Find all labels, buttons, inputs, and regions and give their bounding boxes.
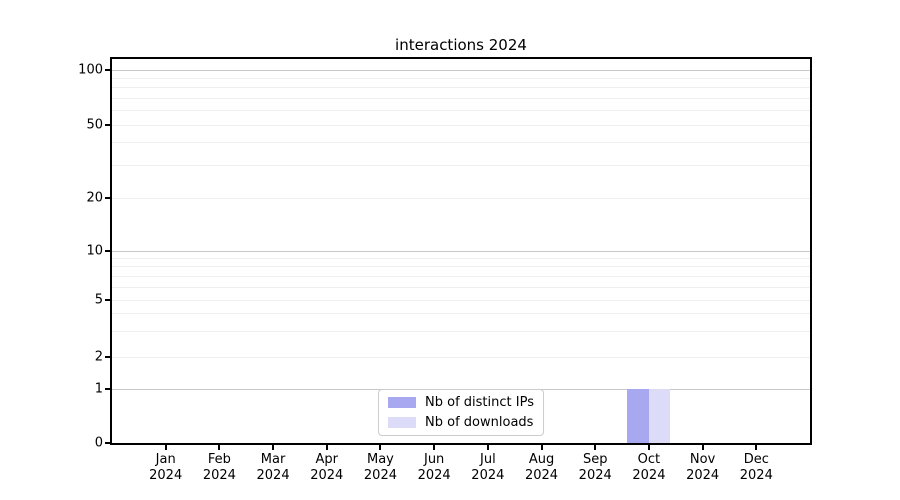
y-tick-mark [105, 299, 110, 301]
y-tick-mark [105, 356, 110, 358]
x-tick-mark [325, 445, 328, 450]
minor-gridline [112, 286, 810, 288]
x-tick-month: Sep [582, 452, 608, 467]
y-tick-label: 100 [78, 62, 103, 78]
x-tick-year: 2024 [417, 468, 451, 483]
bar-nb-of-distinct-ips [627, 389, 649, 443]
x-tick-month: Aug [528, 452, 555, 467]
minor-gridline [112, 299, 810, 301]
x-tick-mark [218, 445, 221, 450]
minor-gridline [112, 87, 810, 89]
minor-gridline [112, 124, 810, 126]
x-tick-mark [755, 445, 758, 450]
minor-gridline [112, 165, 810, 167]
x-tick-month: Mar [260, 452, 286, 467]
x-tick-month: Apr [315, 452, 339, 467]
y-tick-mark [105, 250, 110, 252]
y-tick-label: 2 [94, 349, 103, 365]
x-tick-month: Oct [637, 452, 661, 467]
plot-area: 0 1 2 5 10 20 50 100 Jan 2024 Feb 2024 Mar 2024 Apr 20… [78, 57, 812, 483]
minor-gridline [112, 197, 810, 199]
x-tick-year: 2024 [524, 468, 559, 483]
legend-entry: Nb of downloads [388, 415, 534, 430]
x-tick-month: Dec [743, 452, 769, 467]
minor-gridline [112, 331, 810, 333]
x-tick-month: Jun [423, 452, 445, 467]
x-tick-mark [540, 445, 543, 450]
x-tick-year: 2024 [686, 468, 720, 483]
x-tick-month: May [367, 452, 394, 467]
x-tick-year: 2024 [578, 468, 612, 483]
x-tick-month: Jul [480, 452, 496, 467]
legend-swatch [388, 397, 417, 408]
minor-gridline [112, 142, 810, 144]
y-tick-label: 5 [94, 292, 103, 308]
y-tick-mark [105, 388, 110, 390]
x-tick-label: Jul 2024 [456, 452, 520, 484]
x-tick-label: Dec 2024 [724, 452, 788, 484]
legend-swatch [388, 417, 417, 428]
major-gridline [112, 69, 810, 71]
x-tick-label: May 2024 [348, 452, 412, 484]
x-tick-year: 2024 [739, 468, 773, 483]
y-tick-mark [105, 442, 110, 444]
minor-gridline [112, 275, 810, 277]
x-tick-label: Jan 2024 [134, 452, 198, 484]
x-tick-month: Jan [155, 452, 176, 467]
legend-entry: Nb of distinct IPs [388, 395, 534, 410]
x-tick-year: 2024 [632, 468, 666, 483]
x-tick-month: Feb [207, 452, 231, 467]
x-tick-label: Mar 2024 [241, 452, 305, 484]
minor-gridline [112, 77, 810, 79]
x-tick-mark [594, 445, 597, 450]
chart-title: interactions 2024 [395, 36, 527, 54]
legend-label: Nb of downloads [425, 415, 534, 430]
x-tick-year: 2024 [149, 468, 183, 483]
y-tick-label: 1 [94, 381, 103, 397]
x-tick-year: 2024 [256, 468, 290, 483]
x-tick-mark [164, 445, 167, 450]
x-tick-label: Apr 2024 [295, 452, 359, 484]
x-tick-year: 2024 [363, 468, 397, 483]
y-tick-label: 50 [86, 117, 103, 133]
x-tick-mark [701, 445, 704, 450]
x-tick-month: Nov [689, 452, 716, 467]
x-tick-mark [433, 445, 436, 450]
x-tick-label: Sep 2024 [563, 452, 627, 484]
minor-gridline [112, 266, 810, 268]
minor-gridline [112, 97, 810, 99]
x-tick-label: Feb 2024 [187, 452, 251, 484]
major-gridline [112, 250, 810, 252]
legend-label: Nb of distinct IPs [425, 395, 534, 410]
minor-gridline [112, 313, 810, 315]
y-tick-label: 20 [86, 190, 103, 206]
x-tick-year: 2024 [471, 468, 505, 483]
x-tick-label: Nov 2024 [671, 452, 735, 484]
x-tick-mark [486, 445, 489, 450]
y-tick-mark [105, 197, 110, 199]
x-tick-year: 2024 [310, 468, 344, 483]
x-tick-mark [379, 445, 382, 450]
x-tick-mark [272, 445, 275, 450]
x-tick-year: 2024 [202, 468, 236, 483]
minor-gridline [112, 356, 810, 358]
x-tick-mark [647, 445, 650, 450]
y-tick-mark [105, 124, 110, 126]
legend: Nb of distinct IPs Nb of downloads [378, 389, 544, 436]
y-tick-label: 10 [86, 243, 103, 259]
x-tick-label: Jun 2024 [402, 452, 466, 484]
x-tick-label: Oct 2024 [617, 452, 681, 484]
x-tick-label: Aug 2024 [510, 452, 574, 484]
bar-nb-of-downloads [648, 389, 671, 443]
minor-gridline [112, 110, 810, 112]
minor-gridline [112, 257, 810, 259]
y-tick-label: 0 [94, 435, 103, 451]
y-tick-mark [105, 69, 110, 71]
